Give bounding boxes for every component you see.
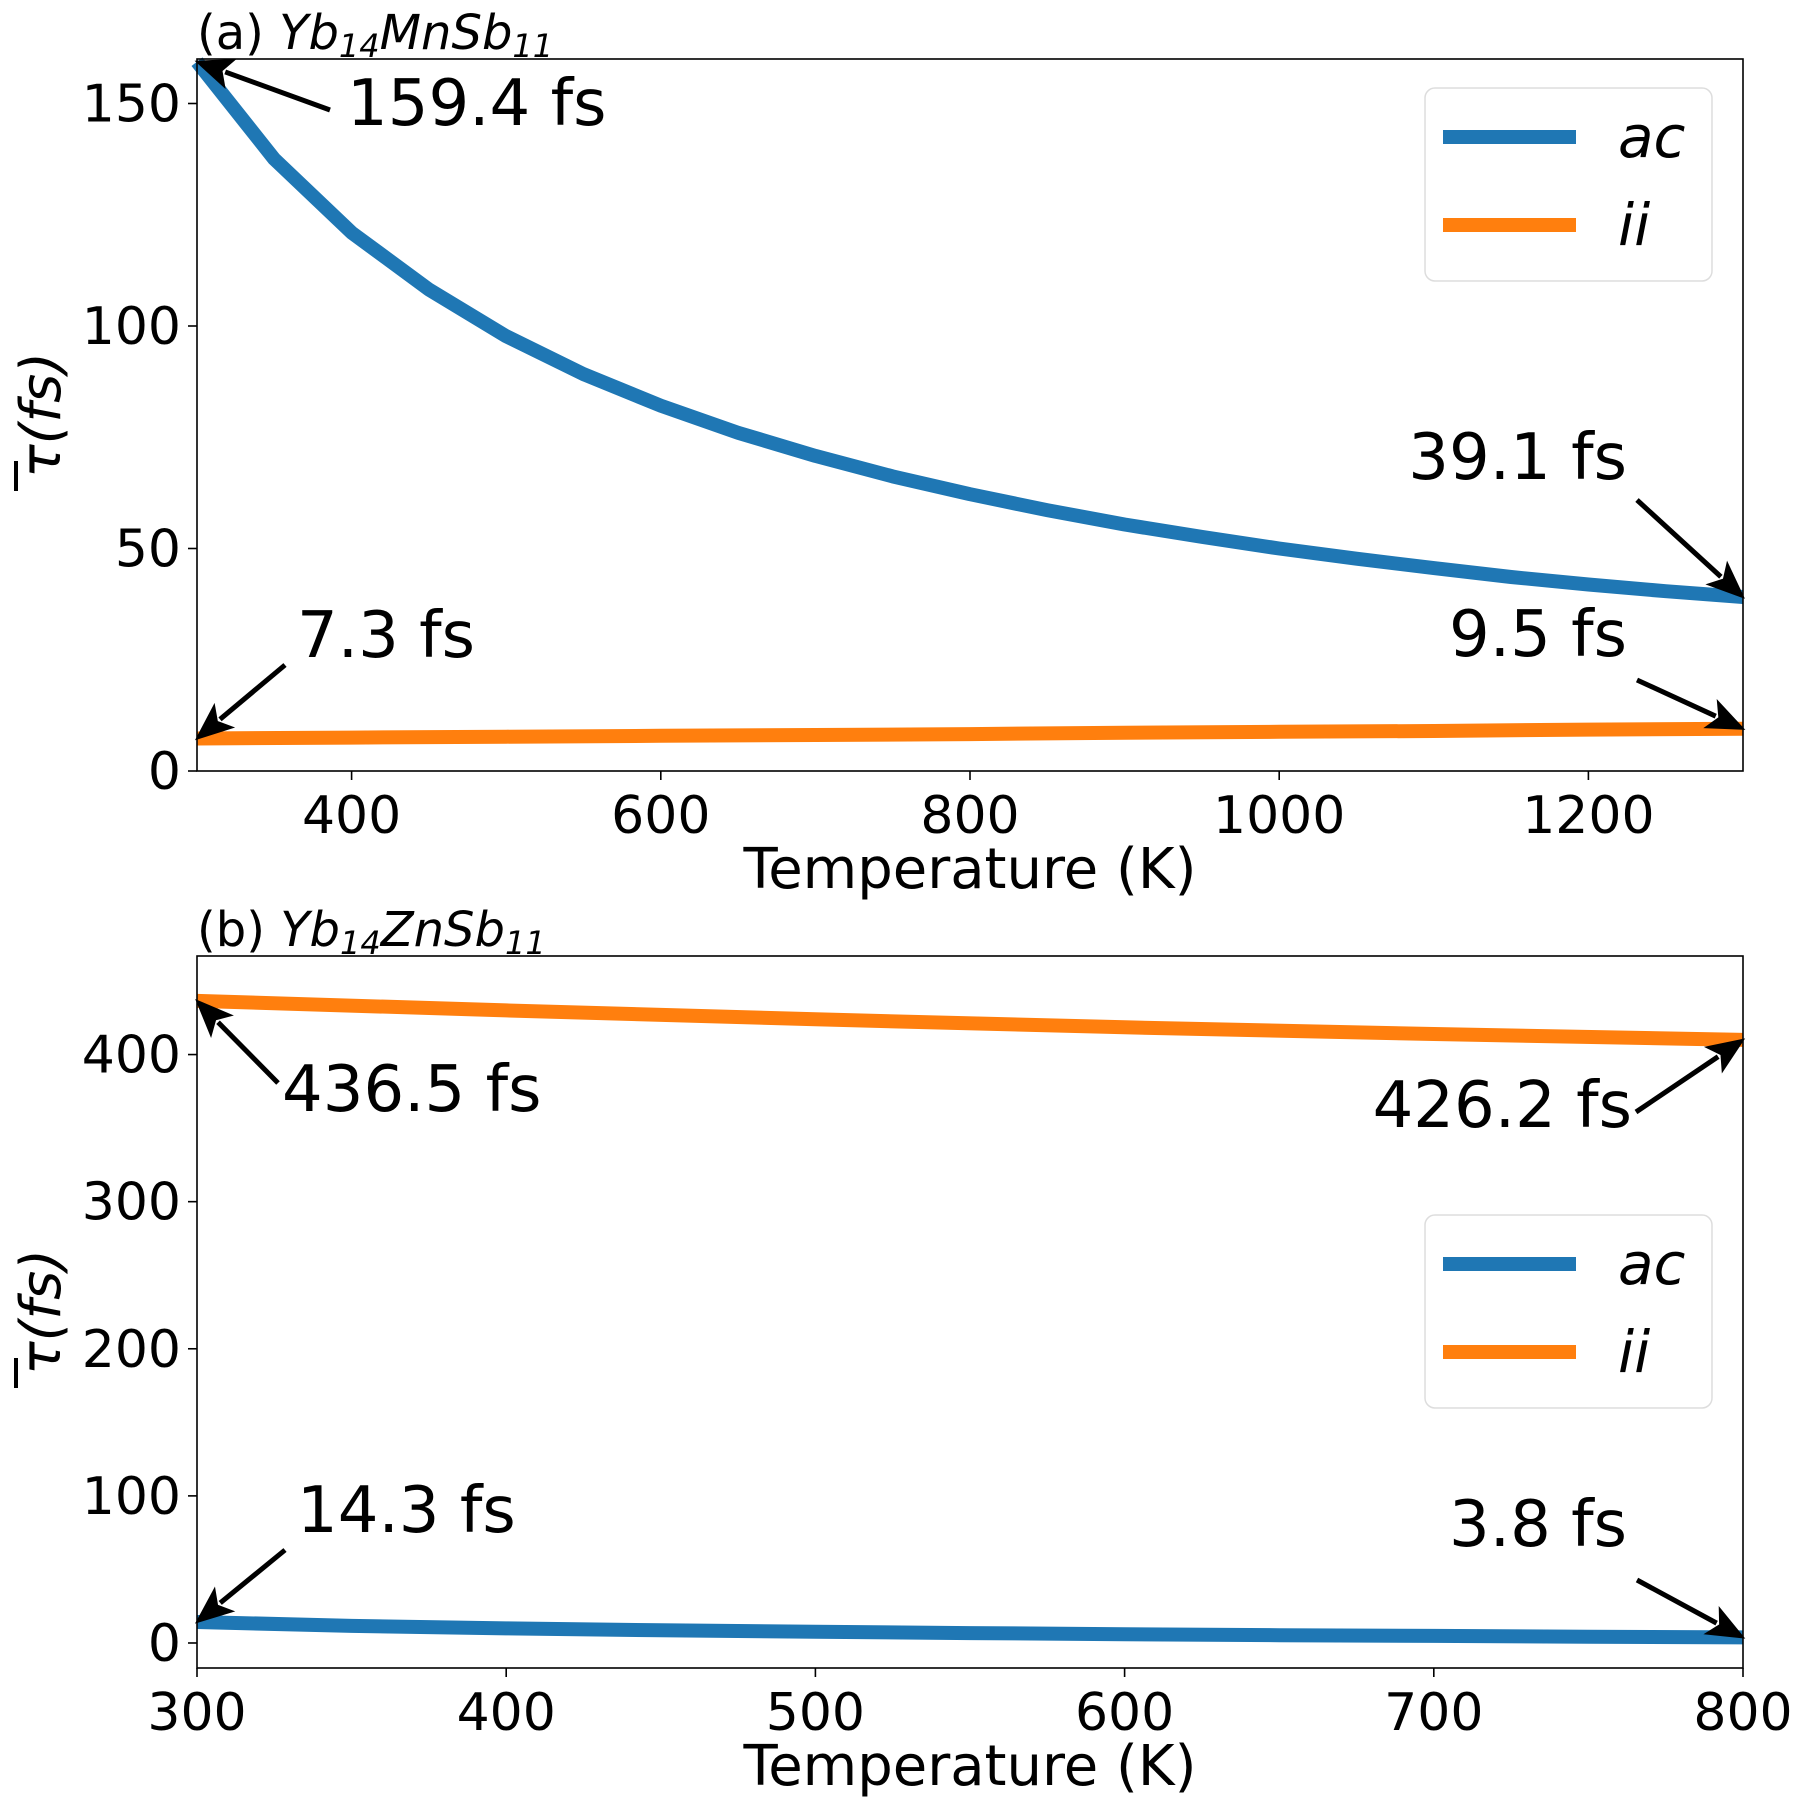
panel-b-y-tick-label: 100 [82, 1467, 181, 1527]
panel-a-x-tick-label: 800 [920, 786, 1019, 846]
panel-b-y-tick-label: 300 [82, 1173, 181, 1233]
panel-a-y-tick-label: 100 [82, 297, 181, 357]
panel-b-annotation-arrow [218, 1548, 287, 1605]
panel-b-x-tick-label: 400 [457, 1683, 556, 1743]
panel-b-plot-frame [196, 955, 1744, 1669]
panel-b-annotation-arrow [1635, 1577, 1718, 1626]
panel-b-y-ticks: 0 100 200 300 400 [82, 1026, 197, 1674]
panel-a-annotation-label: 9.5 fs [1449, 598, 1627, 672]
panel-a-y-tick-label: 150 [82, 75, 181, 135]
panel-b-annotation-label: 426.2 fs [1373, 1069, 1632, 1143]
panel-a-annotation-label: 39.1 fs [1408, 421, 1627, 495]
panel-a-series-ac-line [191, 57, 1744, 604]
panel-b-annotation-arrowhead [194, 1586, 236, 1624]
panel-b-y-tick-label: 400 [82, 1026, 181, 1086]
panel-b-annotation-label: 14.3 fs [297, 1474, 516, 1548]
panel-a-annotation-arrow [224, 69, 331, 113]
panel-b-annotation-arrowhead [195, 998, 234, 1038]
panel-b-x-tick-label: 600 [1075, 1683, 1174, 1743]
panel-b-x-tick-label: 500 [766, 1683, 865, 1743]
panel-a: 0 50 100 150 400 600 800 1000 1200 (a) Yb14MnSb… [9, 5, 1746, 902]
panel-a-x-tick-label: 1000 [1213, 786, 1345, 846]
panel-a-annotation-label: 159.4 fs [347, 67, 606, 141]
panel-a-annotation-arrowhead [194, 59, 237, 90]
panel-b-series-ac-line [196, 1615, 1744, 1645]
panel-b-x-tick-label: 700 [1384, 1683, 1483, 1743]
panel-a-annotation-label: 7.3 fs [297, 599, 475, 673]
panel-a-annotation-arrow [1635, 677, 1717, 719]
panel-b-x-tick-label: 800 [1693, 1683, 1792, 1743]
panel-b-x-tick-label: 300 [147, 1683, 246, 1743]
panel-b-legend-label-ac: ac [1618, 1230, 1686, 1298]
panel-a-legend: ac ii [1424, 87, 1713, 282]
panel-b-y-tick-label: 0 [148, 1614, 181, 1674]
panel-a-y-tick-label: 50 [115, 520, 181, 580]
panel-b-legend-label-ii: ii [1618, 1318, 1650, 1386]
svg-text:τ(fs): τ(fs) [9, 352, 74, 478]
panel-b-title: (b) Yb14ZnSb11 [197, 902, 546, 962]
panel-a-annotation-arrowhead [1705, 560, 1745, 599]
panel-a-x-tick-label: 1200 [1522, 786, 1654, 846]
panel-a-y-tick-label: 0 [148, 742, 181, 802]
panel-a-y-axis-label: τ(fs) [9, 352, 74, 491]
panel-a-y-ticks: 0 50 100 150 [82, 75, 197, 802]
panel-b-x-axis-label: Temperature (K) [743, 1734, 1197, 1799]
panel-b-annotation-arrow [1634, 1054, 1720, 1115]
panel-a-x-tick-label: 400 [302, 786, 401, 846]
panel-b-annotation-arrow [216, 1020, 280, 1085]
panel-b-series-ii-line [196, 993, 1744, 1047]
panel-b: 0 100 200 300 400 300 400 500 600 700 800 (b) Yb1… [9, 902, 1793, 1799]
panel-b-annotation-arrowhead [1703, 1038, 1746, 1074]
panel-a-x-axis-label: Temperature (K) [743, 837, 1197, 902]
panel-b-annotation-label: 3.8 fs [1449, 1488, 1627, 1562]
panel-b-annotations: 436.5 fs 426.2 fs 14.3 fs 3.8 fs [194, 998, 1746, 1639]
panel-b-series [196, 993, 1744, 1645]
panel-a-title: (a) Yb14MnSb11 [197, 5, 553, 65]
panel-a-annotation-arrow [1635, 498, 1723, 579]
panel-a-series [191, 57, 1744, 746]
svg-text:τ(fs): τ(fs) [9, 1249, 74, 1375]
panel-b-annotation-arrowhead [1703, 1606, 1746, 1639]
panel-a-annotations: 159.4 fs 39.1 fs 7.3 fs 9.5 fs [194, 59, 1746, 741]
panel-b-legend: ac ii [1424, 1214, 1713, 1409]
panel-a-x-tick-label: 600 [611, 786, 710, 846]
panel-a-annotation-arrow [218, 663, 287, 722]
panel-a-series-ii-line [196, 721, 1744, 746]
panel-a-plot-frame [196, 58, 1744, 772]
panel-b-x-ticks: 300 400 500 600 700 800 [147, 1668, 1793, 1743]
panel-a-legend-label-ac: ac [1618, 103, 1686, 171]
panel-a-annotation-arrowhead [1703, 698, 1746, 730]
panel-b-annotation-label: 436.5 fs [282, 1053, 541, 1127]
panel-a-x-ticks: 400 600 800 1000 1200 [302, 771, 1655, 846]
panel-b-y-tick-label: 200 [82, 1320, 181, 1380]
panel-b-y-axis-label: τ(fs) [9, 1249, 74, 1388]
panel-a-legend-label-ii: ii [1618, 191, 1650, 259]
panel-a-annotation-arrowhead [194, 702, 236, 741]
